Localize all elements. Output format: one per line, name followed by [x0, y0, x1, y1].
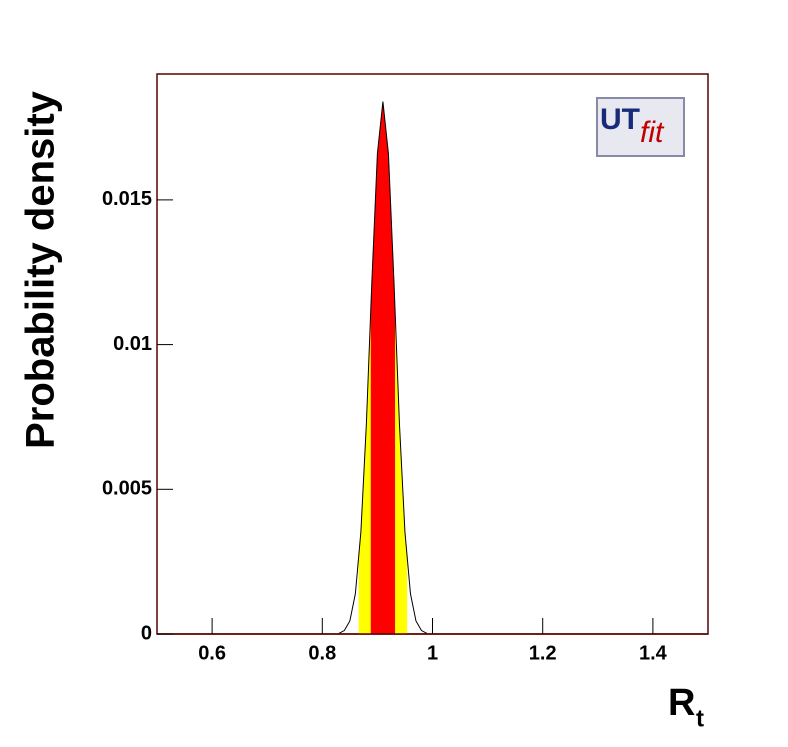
y-axis-label: Probability density: [19, 90, 63, 449]
density-line: [338, 101, 428, 634]
logo-main: UT: [600, 103, 640, 136]
x-tick-label: 1.4: [639, 642, 668, 664]
x-tick-label: 1: [427, 642, 438, 664]
x-axis-label: R: [668, 682, 695, 724]
y-tick-label: 0: [141, 622, 152, 644]
plot-frame: [156, 73, 709, 635]
x-tick-label: 0.6: [198, 642, 226, 664]
y-tick-label: 0.005: [102, 478, 152, 500]
y-tick-label: 0.015: [102, 188, 152, 210]
logo-box: [596, 97, 685, 157]
x-tick-label: 0.8: [308, 642, 336, 664]
y-tick-label: 0.01: [113, 333, 152, 355]
x-tick-label: 1.2: [529, 642, 557, 664]
x-axis-label-subscript: t: [696, 705, 704, 732]
logo-sub: fit: [640, 116, 665, 149]
logo: UT fit: [596, 97, 685, 157]
probability-band: [370, 101, 396, 634]
